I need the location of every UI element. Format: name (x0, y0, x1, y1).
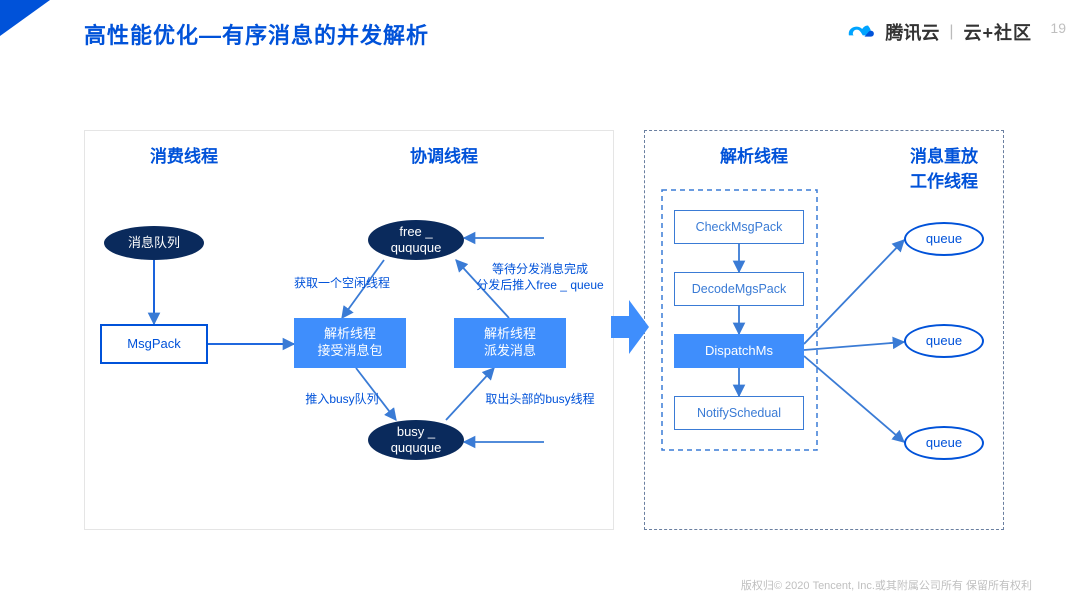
corner-decoration (0, 0, 50, 36)
tencent-cloud-icon (847, 18, 875, 45)
col-replay: 消息重放工作线程 (884, 142, 1004, 192)
node-dec: DecodeMgsPack (674, 272, 804, 306)
edge-label-l3: 推入busy队列 (282, 392, 402, 408)
edge-label-l2: 等待分发消息完成分发后推入free _ queue (460, 262, 620, 293)
node-q1: queue (904, 222, 984, 256)
brand-name: 腾讯云 (885, 19, 939, 45)
brand-area: 腾讯云 | 云+社区 (847, 18, 1032, 45)
node-msgq: 消息队列 (104, 226, 204, 260)
node-chk: CheckMsgPack (674, 210, 804, 244)
big-arrow-icon (611, 300, 649, 354)
page-number: 19 (1050, 20, 1066, 36)
node-ntf: NotifySchedual (674, 396, 804, 430)
edge-label-l4: 取出头部的busy线程 (460, 392, 620, 408)
node-q2: queue (904, 324, 984, 358)
brand-community: 云+社区 (963, 19, 1032, 45)
footer-copyright: 版权归© 2020 Tencent, Inc.或其附属公司所有 保留所有权利 (741, 577, 1032, 593)
col-parse: 解析线程 (684, 142, 824, 167)
node-disp: 解析线程派发消息 (454, 318, 566, 368)
col-coord: 协调线程 (344, 142, 544, 167)
col-consumer: 消费线程 (124, 142, 244, 167)
node-busyq: busy _ququque (368, 420, 464, 460)
brand-separator: | (949, 23, 953, 41)
node-q3: queue (904, 426, 984, 460)
slide: 高性能优化—有序消息的并发解析 腾讯云 | 云+社区 19 消费线程 协调线程 … (0, 0, 1080, 607)
edge-label-l1: 获取一个空闲线程 (282, 276, 402, 292)
page-title: 高性能优化—有序消息的并发解析 (84, 18, 429, 50)
node-msgpk: MsgPack (100, 324, 208, 364)
node-dm: DispatchMs (674, 334, 804, 368)
node-recv: 解析线程接受消息包 (294, 318, 406, 368)
node-freeq: free _ququque (368, 220, 464, 260)
diagram-canvas: 消费线程 协调线程 解析线程 消息重放工作线程 消息队列 MsgPack free … (84, 130, 1004, 530)
